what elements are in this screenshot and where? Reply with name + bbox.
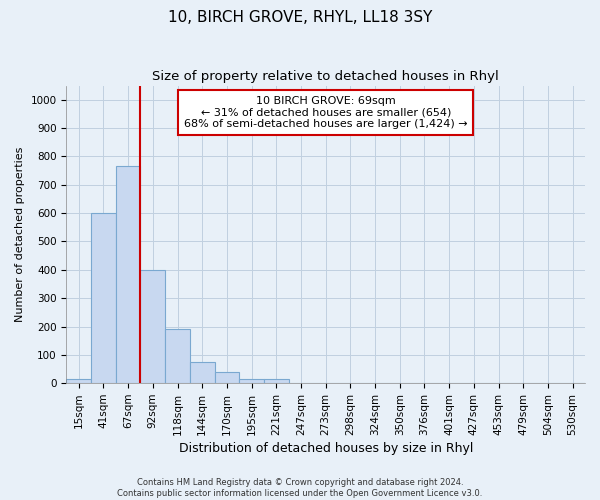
Bar xyxy=(91,213,116,383)
Text: 10, BIRCH GROVE, RHYL, LL18 3SY: 10, BIRCH GROVE, RHYL, LL18 3SY xyxy=(168,10,432,25)
Text: Contains HM Land Registry data © Crown copyright and database right 2024.
Contai: Contains HM Land Registry data © Crown c… xyxy=(118,478,482,498)
Bar xyxy=(264,379,289,383)
Text: 10 BIRCH GROVE: 69sqm
← 31% of detached houses are smaller (654)
68% of semi-det: 10 BIRCH GROVE: 69sqm ← 31% of detached … xyxy=(184,96,467,129)
Bar xyxy=(116,166,140,383)
Bar xyxy=(140,270,165,383)
Title: Size of property relative to detached houses in Rhyl: Size of property relative to detached ho… xyxy=(152,70,499,83)
Bar xyxy=(215,372,239,383)
Bar xyxy=(165,330,190,383)
Bar xyxy=(190,362,215,383)
Bar xyxy=(67,379,91,383)
Y-axis label: Number of detached properties: Number of detached properties xyxy=(15,146,25,322)
X-axis label: Distribution of detached houses by size in Rhyl: Distribution of detached houses by size … xyxy=(179,442,473,455)
Bar xyxy=(239,379,264,383)
